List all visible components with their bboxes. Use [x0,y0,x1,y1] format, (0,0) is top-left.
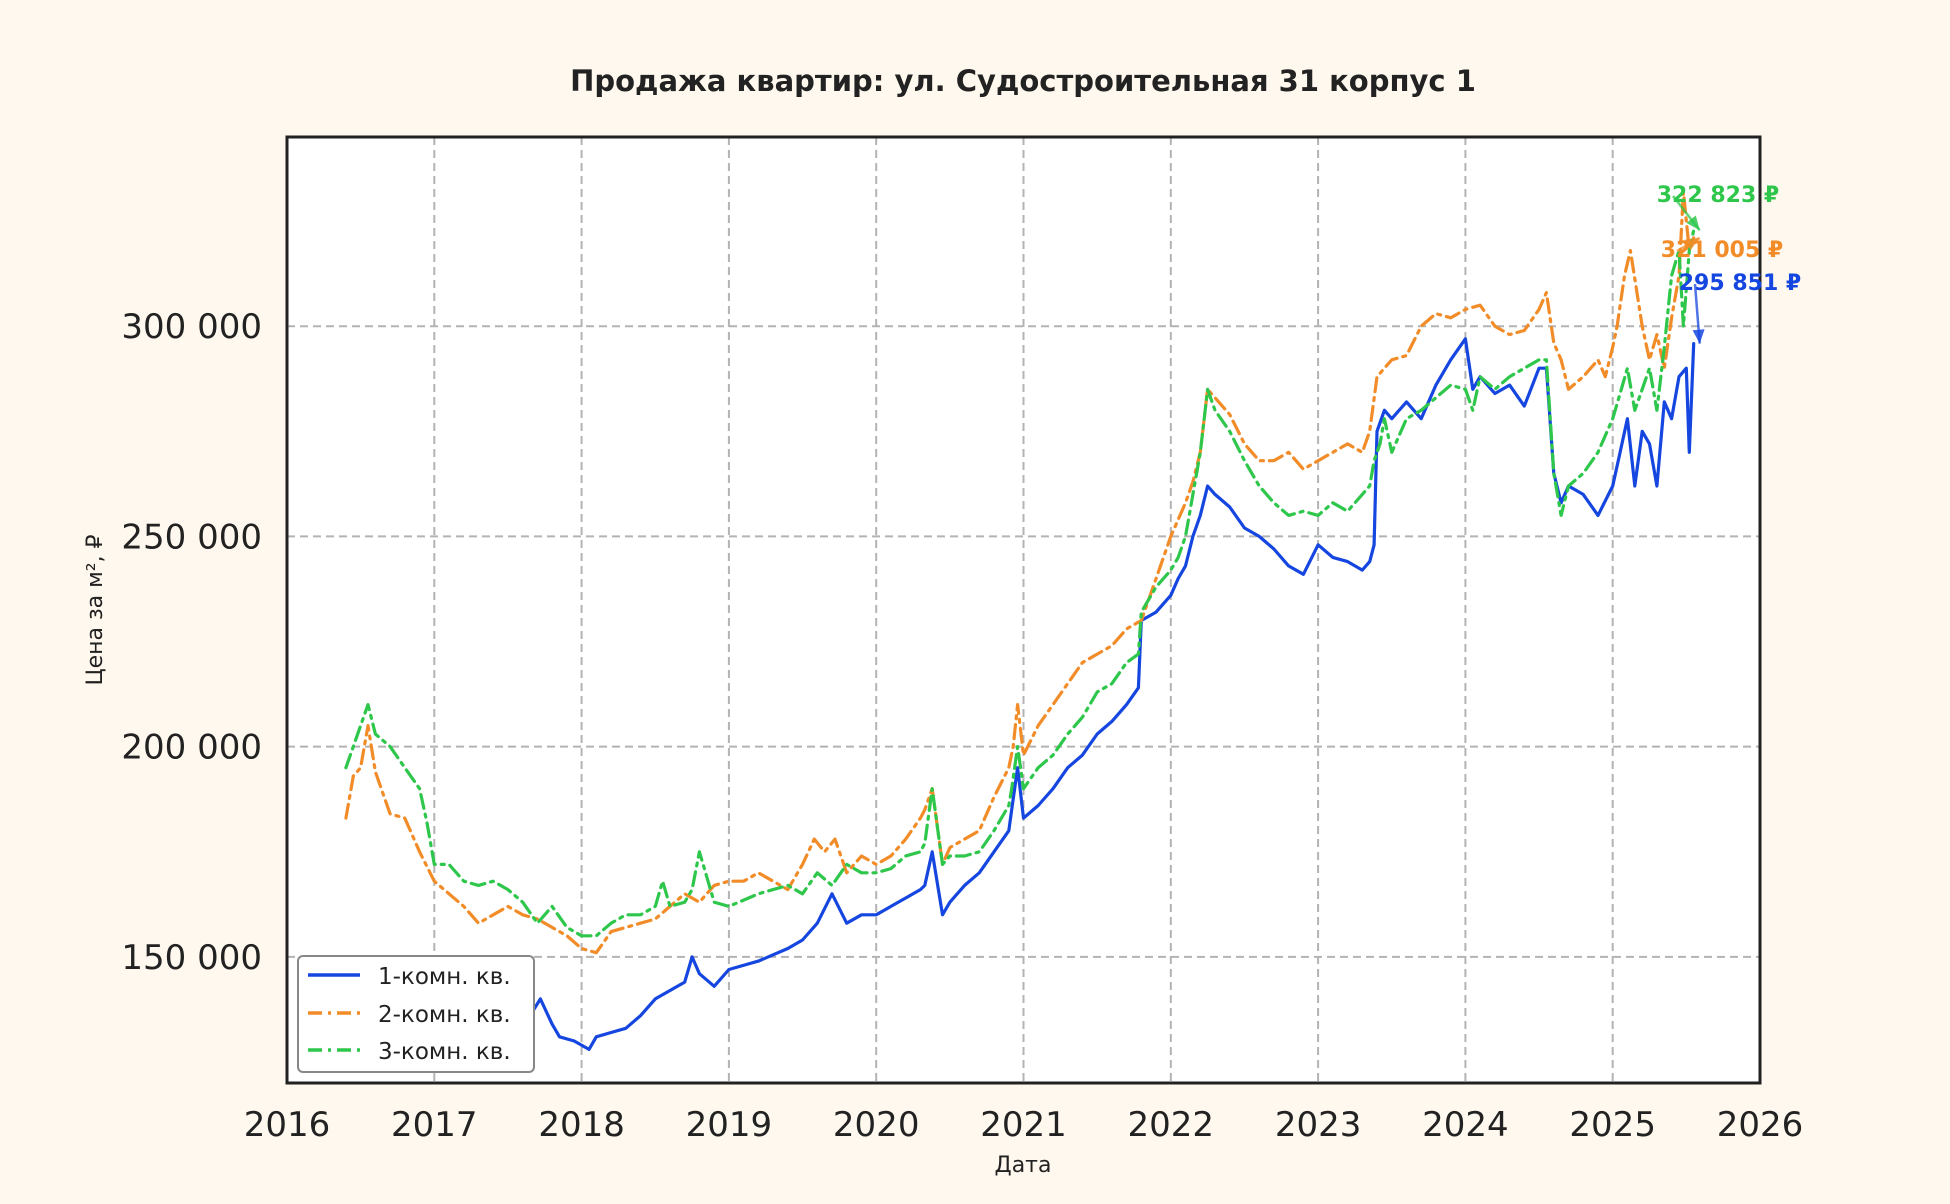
x-tick-label: 2023 [1275,1105,1362,1145]
x-tick-label: 2019 [686,1105,773,1145]
legend-box [297,955,535,1073]
annotation-label: 322 823 ₽ [1657,183,1779,208]
x-tick-label: 2018 [538,1105,625,1145]
axis-ticks: 2016 2017 2018 2019 2020 2021 2022 2023 2024 2025… [121,307,1803,1145]
annotation-arrowhead [1692,329,1705,344]
plot-frame [285,135,1762,1085]
x-tick-label: 2025 [1569,1105,1656,1145]
series-line-3 [344,228,1696,938]
x-tick-label: 2016 [244,1105,331,1145]
annotations: 322 823 ₽ 321 005 ₽ 295 851 ₽ [1657,183,1801,344]
annotation-label: 295 851 ₽ [1679,271,1801,296]
series-layer [344,190,1696,1052]
chart-title: Продажа квартир: ул. Судостроительная 31… [570,64,1476,98]
grid-lines [287,137,1760,1083]
y-axis-label: Цена за м², ₽ [83,534,108,685]
x-tick-label: 2022 [1128,1105,1215,1145]
legend-label-1: 1-комн. кв. [378,964,511,990]
annotation-arrowhead [1684,237,1700,251]
x-tick-label: 2021 [980,1105,1067,1145]
x-tick-label: 2026 [1717,1105,1804,1145]
y-tick-label: 150 000 [121,938,262,978]
y-tick-label: 200 000 [121,728,262,768]
annotation-arrowhead [1686,215,1700,231]
legend-label-3: 3-комн. кв. [378,1039,511,1065]
x-tick-label: 2020 [833,1105,920,1145]
annotation-label: 321 005 ₽ [1661,238,1783,263]
x-axis-label: Дата [995,1153,1052,1178]
y-tick-label: 250 000 [121,517,262,557]
legend-label-2: 2-комн. кв. [378,1002,511,1028]
x-tick-label: 2017 [391,1105,478,1145]
y-tick-label: 300 000 [121,307,262,347]
x-tick-label: 2024 [1422,1105,1509,1145]
series-line-2 [344,190,1696,955]
legend: 1-комн. кв. 2-комн. кв. 3-комн. кв. [297,955,535,1073]
